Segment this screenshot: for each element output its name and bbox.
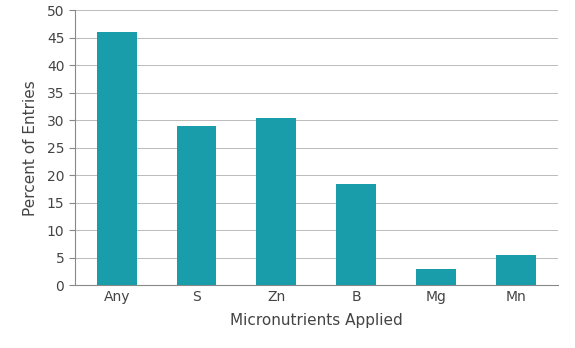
Y-axis label: Percent of Entries: Percent of Entries [24, 80, 39, 216]
Bar [496, 255, 536, 285]
Bar [97, 32, 137, 285]
Bar [416, 269, 456, 285]
Bar [177, 126, 216, 285]
Bar [256, 118, 296, 285]
Bar [336, 184, 376, 285]
X-axis label: Micronutrients Applied: Micronutrients Applied [230, 313, 402, 327]
